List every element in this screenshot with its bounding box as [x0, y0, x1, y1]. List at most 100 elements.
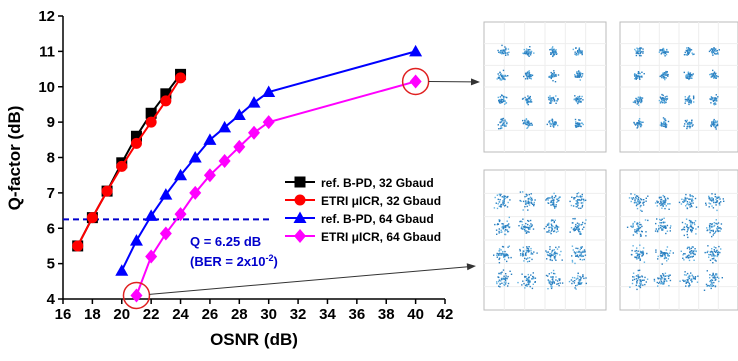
constellation-dot [560, 282, 561, 283]
marker [72, 240, 83, 251]
constellation-dot [584, 249, 585, 250]
constellation-dot [641, 251, 642, 252]
constellation-dot [547, 275, 548, 276]
constellation-dot [663, 282, 664, 283]
constellation-dot [506, 278, 507, 279]
constellation-dot [551, 101, 552, 102]
constellation-dot [504, 251, 505, 252]
constellation-dot [659, 49, 660, 50]
constellation-dot [522, 224, 523, 225]
constellation-dot [689, 275, 690, 276]
constellation-dot [571, 197, 572, 198]
constellation-dot [632, 225, 633, 226]
constellation-dot [637, 101, 638, 102]
constellation-dot [548, 251, 549, 252]
constellation-dot [638, 102, 639, 103]
constellation-dot [639, 256, 640, 257]
constellation-dot [527, 248, 528, 249]
constellation-dot [526, 128, 527, 129]
constellation-dot [670, 275, 671, 276]
constellation-dot [657, 231, 658, 232]
constellation-dot [715, 223, 716, 224]
constellation-dot [552, 260, 553, 261]
constellation-dot [508, 223, 509, 224]
constellation-dot [578, 273, 579, 274]
constellation-dot [560, 196, 561, 197]
constellation-dot [690, 229, 691, 230]
constellation-dot [550, 76, 551, 77]
constellation-dot [713, 233, 714, 234]
constellation-dot [497, 208, 498, 209]
constellation-dot [575, 285, 576, 286]
constellation-dot [526, 52, 527, 53]
constellation-dot [524, 258, 525, 259]
constellation-dot [709, 229, 710, 230]
constellation-dot [717, 50, 718, 51]
constellation-dot [711, 223, 712, 224]
constellation-dot [578, 196, 579, 197]
constellation-dot [634, 229, 635, 230]
constellation-dot [710, 254, 711, 255]
constellation-dot [660, 279, 661, 280]
constellation-dot [575, 76, 576, 77]
constellation-dot [723, 198, 724, 199]
constellation-dot [664, 72, 665, 73]
constellation-dot [690, 196, 691, 197]
constellation-dot [581, 282, 582, 283]
constellation-dot [689, 220, 690, 221]
constellation-dot [527, 99, 528, 100]
constellation-dot [585, 277, 586, 278]
constellation-dot [666, 281, 667, 282]
constellation-dot [685, 198, 686, 199]
constellation-dot [640, 49, 641, 50]
constellation-dot [663, 117, 664, 118]
constellation-dot [531, 198, 532, 199]
constellation-dot [636, 78, 637, 79]
x-tick-label: 30 [260, 306, 277, 323]
constellation-dot [708, 257, 709, 258]
constellation-dot [664, 222, 665, 223]
constellation-dot [504, 253, 505, 254]
constellation-dot [687, 54, 688, 55]
threshold-note-part: ) [274, 254, 278, 269]
constellation-dot [662, 102, 663, 103]
constellation-dot [631, 197, 632, 198]
constellation-dot [521, 226, 522, 227]
constellation-dot [697, 276, 698, 277]
constellation-dot [510, 257, 511, 258]
constellation-dot [546, 258, 547, 259]
constellation-dot [709, 51, 710, 52]
constellation-dot [579, 48, 580, 49]
constellation-dot [715, 75, 716, 76]
constellation-dot [529, 204, 530, 205]
constellation-dot [553, 76, 554, 77]
constellation-dot [711, 251, 712, 252]
constellation-dot [527, 206, 528, 207]
constellation-dot [586, 283, 587, 284]
constellation-dot [633, 102, 634, 103]
constellation-dot [527, 227, 528, 228]
constellation-dot [525, 78, 526, 79]
constellation-dot [662, 263, 663, 264]
constellation-dot [638, 227, 639, 228]
constellation-dot [494, 207, 495, 208]
constellation-dot [553, 50, 554, 51]
constellation-dot [664, 257, 665, 258]
constellation-dot [718, 222, 719, 223]
constellation-dot [504, 199, 505, 200]
constellation-dot [547, 288, 548, 289]
constellation-dot [690, 102, 691, 103]
constellation-dot [554, 249, 555, 250]
constellation-dot [517, 282, 518, 283]
constellation-dot [579, 120, 580, 121]
constellation-dot [686, 257, 687, 258]
constellation-dot [500, 96, 501, 97]
constellation-dot [640, 73, 641, 74]
constellation-dot [518, 225, 519, 226]
constellation-dot [569, 201, 570, 202]
constellation-dot [557, 280, 558, 281]
constellation-dot [636, 250, 637, 251]
constellation-dot [498, 281, 499, 282]
constellation-dot [663, 95, 664, 96]
constellation-dot [547, 198, 548, 199]
